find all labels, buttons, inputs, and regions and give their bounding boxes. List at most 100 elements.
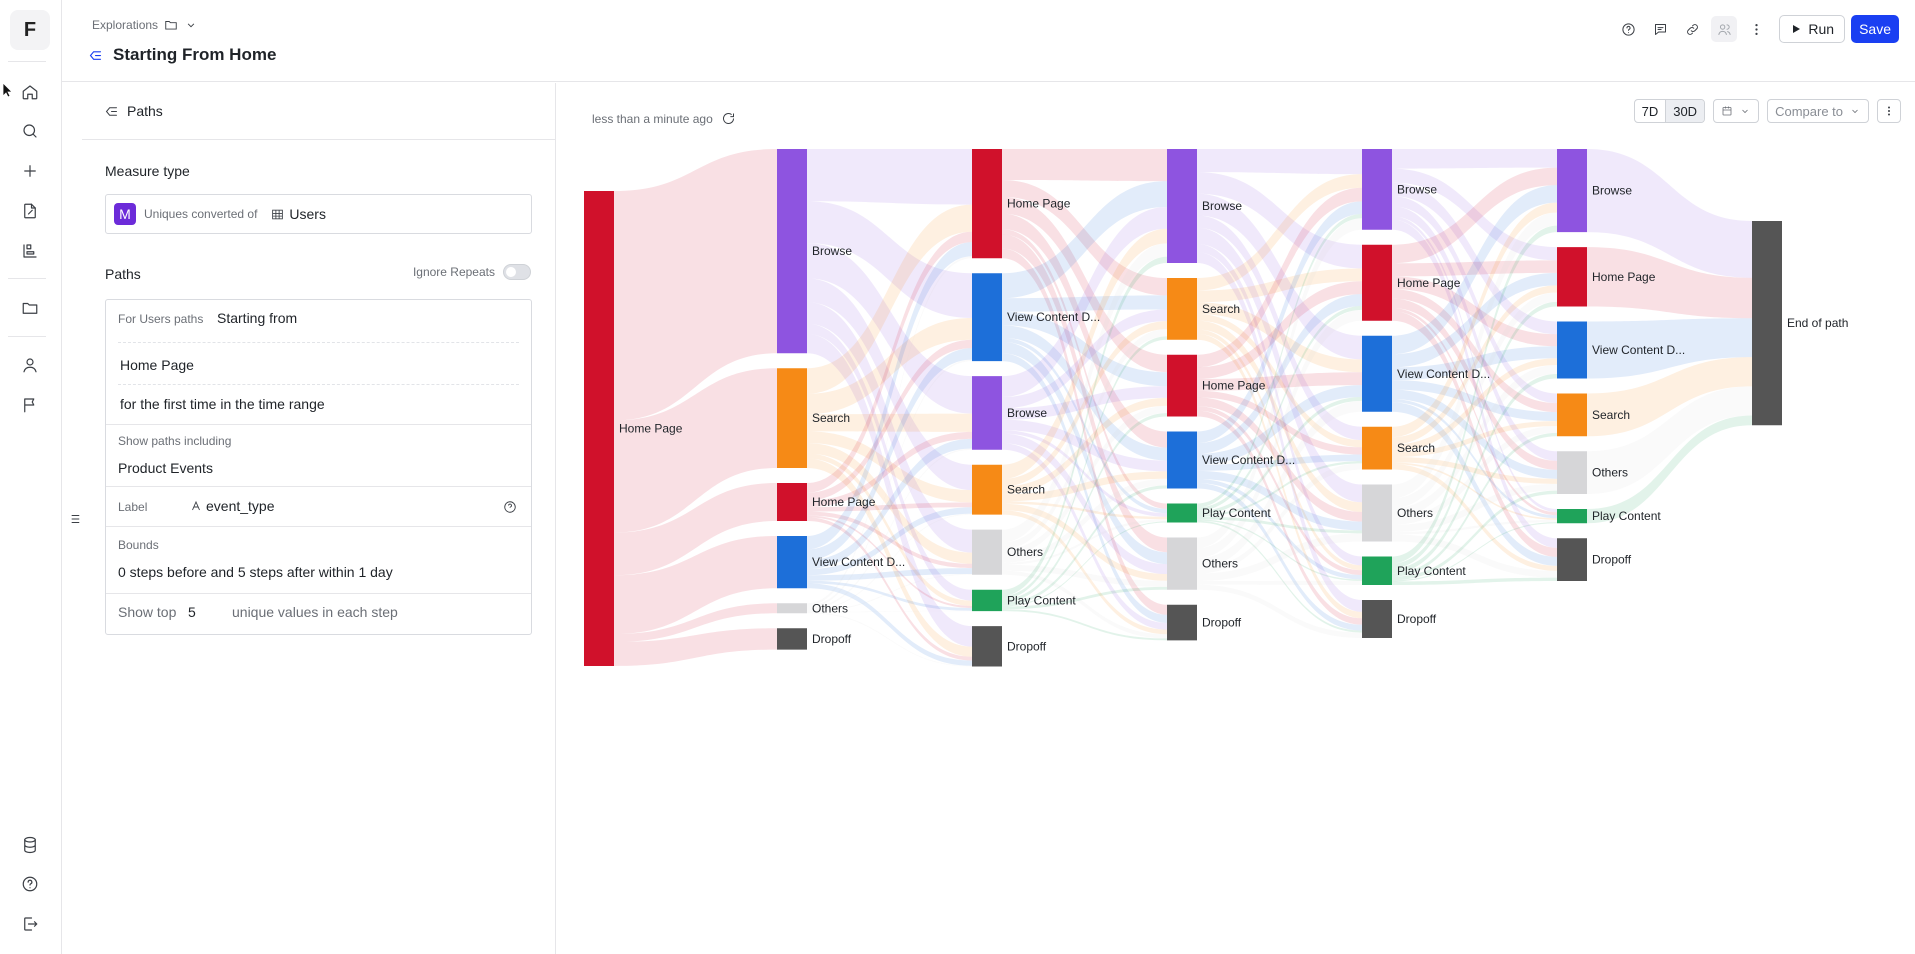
sankey-link[interactable] bbox=[1002, 149, 1167, 182]
share-users-icon[interactable] bbox=[1711, 16, 1738, 42]
sankey-link[interactable] bbox=[807, 431, 972, 508]
breadcrumb-explorations[interactable]: Explorations bbox=[92, 18, 159, 32]
sankey-link[interactable] bbox=[1002, 248, 1167, 615]
sankey-link[interactable] bbox=[1197, 406, 1362, 576]
sankey-link[interactable] bbox=[1587, 149, 1752, 278]
sankey-node-browse[interactable] bbox=[1167, 149, 1197, 263]
sankey-link[interactable] bbox=[1197, 314, 1362, 448]
sankey-link[interactable] bbox=[614, 628, 777, 666]
sankey-node-others[interactable] bbox=[1557, 451, 1587, 494]
sankey-link[interactable] bbox=[1002, 386, 1167, 420]
sankey-link[interactable] bbox=[807, 256, 972, 606]
folder-icon[interactable] bbox=[19, 297, 41, 319]
sankey-link[interactable] bbox=[1392, 182, 1557, 335]
sankey-link[interactable] bbox=[1197, 268, 1362, 303]
sankey-link[interactable] bbox=[1392, 421, 1557, 458]
sankey-link[interactable] bbox=[807, 583, 972, 666]
edit-document-icon[interactable] bbox=[19, 200, 41, 222]
sankey-node-search[interactable] bbox=[972, 464, 1002, 515]
sankey-node-search[interactable] bbox=[1362, 426, 1392, 470]
sankey-link[interactable] bbox=[1392, 225, 1557, 564]
sankey-node-dropoff[interactable] bbox=[972, 626, 1002, 667]
sankey-link[interactable] bbox=[1587, 247, 1752, 319]
sankey-link[interactable] bbox=[1392, 374, 1557, 574]
sankey-link[interactable] bbox=[1197, 584, 1362, 638]
sankey-link[interactable] bbox=[1197, 516, 1362, 534]
sankey-link[interactable] bbox=[807, 448, 972, 610]
sankey-link[interactable] bbox=[1587, 415, 1752, 524]
sankey-link[interactable] bbox=[1392, 365, 1557, 518]
sankey-link[interactable] bbox=[1197, 410, 1362, 625]
sankey-link[interactable] bbox=[1197, 227, 1362, 503]
more-options-icon[interactable] bbox=[1743, 16, 1769, 42]
run-button[interactable]: Run bbox=[1779, 15, 1846, 43]
sankey-node-dropoff[interactable] bbox=[1167, 604, 1197, 641]
sankey-link[interactable] bbox=[1392, 298, 1557, 470]
sankey-link[interactable] bbox=[1392, 285, 1557, 445]
sankey-link[interactable] bbox=[1392, 457, 1557, 484]
sankey-link[interactable] bbox=[807, 438, 972, 570]
sankey-link[interactable] bbox=[807, 149, 972, 205]
sankey-link[interactable] bbox=[807, 201, 972, 318]
sankey-link[interactable] bbox=[1002, 311, 1167, 387]
sankey-link[interactable] bbox=[1392, 289, 1557, 413]
sankey-link[interactable] bbox=[1002, 419, 1167, 472]
sankey-link[interactable] bbox=[1392, 202, 1557, 438]
sankey-link[interactable] bbox=[1197, 149, 1362, 175]
sankey-link[interactable] bbox=[1002, 586, 1167, 610]
sankey-link[interactable] bbox=[1002, 564, 1167, 587]
sankey-link[interactable] bbox=[1197, 214, 1362, 508]
sankey-link[interactable] bbox=[1197, 244, 1362, 566]
sankey-link[interactable] bbox=[1002, 329, 1167, 550]
sankey-link[interactable] bbox=[1197, 400, 1362, 568]
sankey-link[interactable] bbox=[1002, 519, 1167, 565]
database-icon[interactable] bbox=[19, 834, 41, 856]
sankey-link[interactable] bbox=[614, 536, 777, 634]
sankey-link[interactable] bbox=[1197, 329, 1362, 571]
plus-icon[interactable] bbox=[19, 160, 41, 182]
boards-icon[interactable] bbox=[19, 240, 41, 262]
sankey-link[interactable] bbox=[807, 413, 972, 432]
sankey-node-browse[interactable] bbox=[777, 149, 807, 354]
refresh-icon[interactable] bbox=[721, 111, 736, 126]
sankey-link[interactable] bbox=[1392, 519, 1557, 535]
sankey-link[interactable] bbox=[1197, 302, 1362, 373]
search-icon[interactable] bbox=[19, 120, 41, 142]
sankey-link[interactable] bbox=[1197, 520, 1362, 633]
sankey-link[interactable] bbox=[1002, 485, 1167, 606]
sankey-link[interactable] bbox=[1002, 503, 1167, 581]
sankey-link[interactable] bbox=[1197, 396, 1362, 515]
sankey-link[interactable] bbox=[1197, 580, 1362, 585]
chart-options-icon[interactable] bbox=[1877, 99, 1901, 123]
sankey-link[interactable] bbox=[807, 204, 972, 394]
sankey-link[interactable] bbox=[807, 511, 972, 569]
sankey-link[interactable] bbox=[1002, 234, 1167, 553]
sankey-link[interactable] bbox=[1392, 462, 1557, 520]
sankey-link[interactable] bbox=[1392, 260, 1557, 277]
label-property-select[interactable]: event_type bbox=[190, 498, 275, 514]
measure-selector[interactable]: M Uniques converted of Users bbox=[105, 194, 532, 234]
sankey-link[interactable] bbox=[1392, 219, 1557, 548]
compare-to-select[interactable]: Compare to bbox=[1767, 99, 1869, 123]
sankey-link[interactable] bbox=[1197, 172, 1362, 269]
collapse-panel-icon[interactable] bbox=[67, 512, 81, 526]
sankey-link[interactable] bbox=[1197, 252, 1362, 612]
sankey-link[interactable] bbox=[1392, 185, 1557, 355]
sankey-node-dropoff[interactable] bbox=[777, 628, 807, 650]
sankey-link[interactable] bbox=[1392, 149, 1557, 169]
sankey-node-browse[interactable] bbox=[1362, 149, 1392, 230]
sankey-link[interactable] bbox=[1197, 385, 1362, 465]
sankey-link[interactable] bbox=[1002, 325, 1167, 461]
sankey-node-search[interactable] bbox=[1167, 278, 1197, 340]
sankey-node-view[interactable] bbox=[1557, 321, 1587, 379]
sankey-link[interactable] bbox=[1002, 521, 1167, 607]
sankey-node-view[interactable] bbox=[972, 273, 1002, 362]
sankey-link[interactable] bbox=[1392, 308, 1557, 516]
sankey-link[interactable] bbox=[1002, 207, 1167, 398]
folder-icon[interactable] bbox=[164, 18, 178, 32]
sankey-link[interactable] bbox=[1002, 341, 1167, 565]
sankey-link[interactable] bbox=[1002, 570, 1167, 639]
sankey-node-view[interactable] bbox=[1167, 431, 1197, 489]
sankey-link[interactable] bbox=[807, 278, 972, 491]
sankey-link[interactable] bbox=[614, 483, 777, 576]
